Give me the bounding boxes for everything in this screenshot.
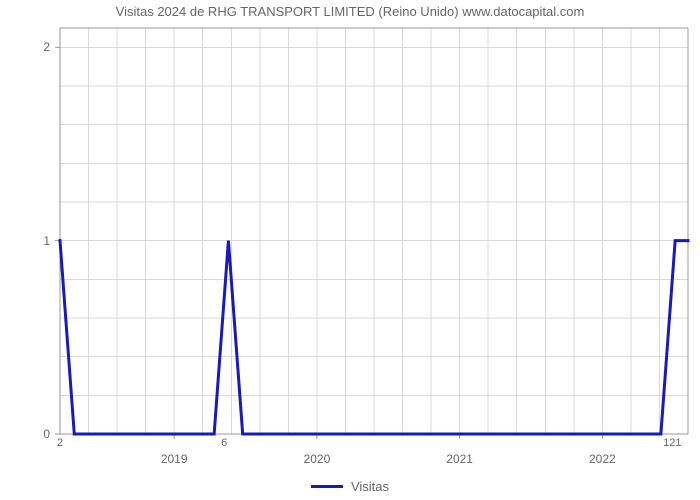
x-minor-label: 121 (663, 437, 681, 449)
y-tick-label: 0 (43, 427, 50, 441)
x-tick-label: 2019 (161, 452, 188, 466)
legend-swatch (311, 485, 343, 488)
y-tick-label: 1 (43, 234, 50, 248)
x-minor-label: 6 (221, 437, 227, 449)
x-minor-label: 2 (57, 437, 63, 449)
plot-area: 012201920202021202226121 (60, 28, 688, 434)
y-tick-label: 2 (43, 40, 50, 54)
chart-container: { "title": { "text": "Visitas 2024 de RH… (0, 0, 700, 500)
x-tick-label: 2020 (304, 452, 331, 466)
axis-ticks (55, 47, 602, 439)
legend-label: Visitas (351, 479, 389, 494)
gridlines (60, 28, 688, 434)
x-tick-label: 2022 (589, 452, 616, 466)
plot-svg (60, 28, 688, 434)
x-tick-label: 2021 (446, 452, 473, 466)
chart-title: Visitas 2024 de RHG TRANSPORT LIMITED (R… (0, 4, 700, 19)
legend: Visitas (0, 479, 700, 494)
